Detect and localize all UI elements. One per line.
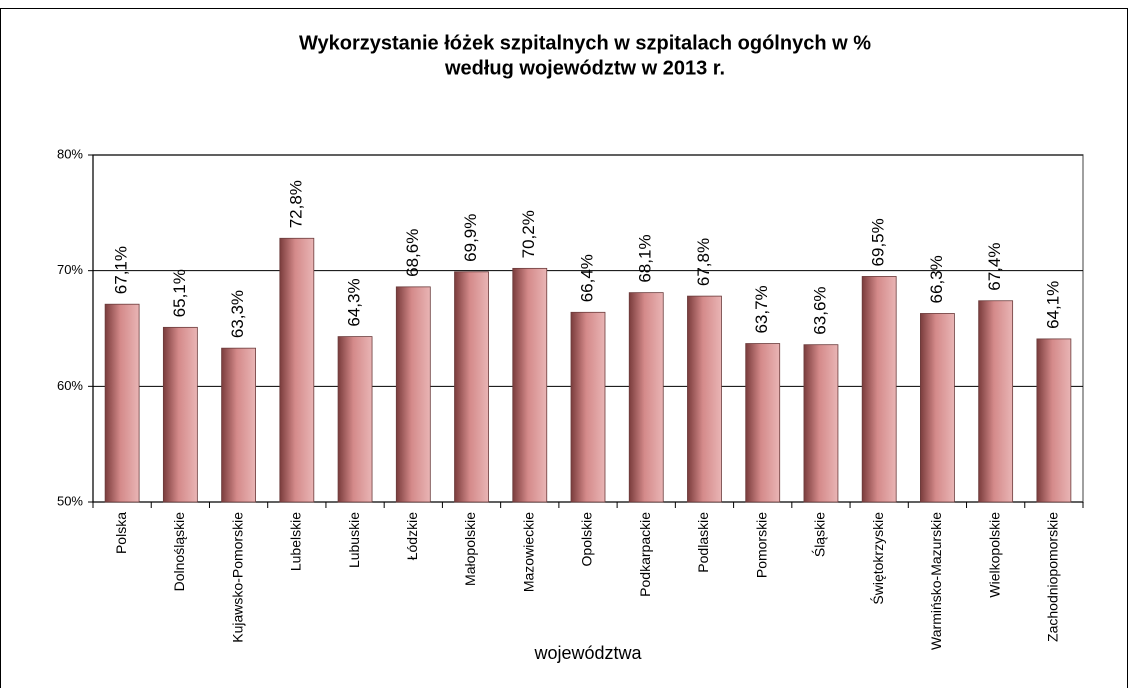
value-label: 65,1% <box>170 269 189 317</box>
value-label: 67,1% <box>112 246 131 294</box>
bar <box>687 295 722 503</box>
value-label: 68,1% <box>636 234 655 282</box>
x-tick-label: Zachodniopomorskie <box>1045 512 1061 642</box>
value-label: 64,1% <box>1043 281 1062 329</box>
bar <box>920 313 955 503</box>
x-tick-label: Wielkopolskie <box>986 512 1002 598</box>
y-tick-label: 50% <box>57 493 83 508</box>
x-tick-label: Opolskie <box>579 512 595 567</box>
bar <box>395 286 431 503</box>
x-tick-label: Małopolskie <box>462 512 478 586</box>
bar <box>570 311 606 503</box>
x-tick-label: Polska <box>113 512 129 554</box>
x-tick-label: Łódzkie <box>404 512 420 560</box>
bar <box>279 237 315 503</box>
y-tick-label: 80% <box>57 146 83 161</box>
value-label: 69,5% <box>869 218 888 266</box>
x-axis-label: województwa <box>533 643 642 663</box>
x-tick-label: Lubuskie <box>346 512 362 568</box>
value-label: 63,6% <box>810 286 829 334</box>
value-label: 68,6% <box>403 229 422 277</box>
x-tick-label: Podlaskie <box>695 512 711 573</box>
bar <box>745 343 781 503</box>
bar <box>512 267 548 503</box>
y-tick-label: 70% <box>57 262 83 277</box>
y-tick-label: 60% <box>57 378 83 393</box>
x-tick-label: Warmińsko-Mazurskie <box>928 512 944 650</box>
value-label: 63,7% <box>752 285 771 333</box>
bar <box>104 303 140 503</box>
value-label: 66,4% <box>577 254 596 302</box>
x-tick-label: Podkarpackie <box>637 512 653 597</box>
x-tick-label: Świętokrzyskie <box>869 512 886 605</box>
bar <box>454 271 489 503</box>
x-tick-label: Śląskie <box>811 512 828 557</box>
x-tick-label: Kujawsko-Pomorskie <box>229 512 245 643</box>
value-label: 63,3% <box>228 290 247 338</box>
value-label: 72,8% <box>286 180 305 228</box>
value-label: 69,9% <box>461 214 480 262</box>
x-tick-label: Pomorskie <box>753 512 769 578</box>
value-label: 64,3% <box>345 278 364 326</box>
bar <box>337 336 373 503</box>
value-label: 70,2% <box>519 210 538 258</box>
value-label: 67,4% <box>985 243 1004 291</box>
value-label: 67,8% <box>694 238 713 286</box>
bar <box>978 300 1014 503</box>
bar <box>861 276 897 503</box>
chart-title: Wykorzystanie łóżek szpitalnych w szpita… <box>299 32 871 54</box>
bar <box>162 326 198 503</box>
chart-frame <box>0 8 1128 688</box>
bar <box>1036 338 1072 503</box>
chart-subtitle: według województw w 2013 r. <box>444 57 725 79</box>
bar <box>628 292 664 503</box>
x-tick-label: Dolnośląskie <box>171 512 187 592</box>
x-tick-label: Mazowieckie <box>520 512 536 592</box>
bar <box>803 344 839 503</box>
value-label: 66,3% <box>927 255 946 303</box>
bar <box>221 347 256 503</box>
x-tick-label: Lubelskie <box>288 512 304 571</box>
